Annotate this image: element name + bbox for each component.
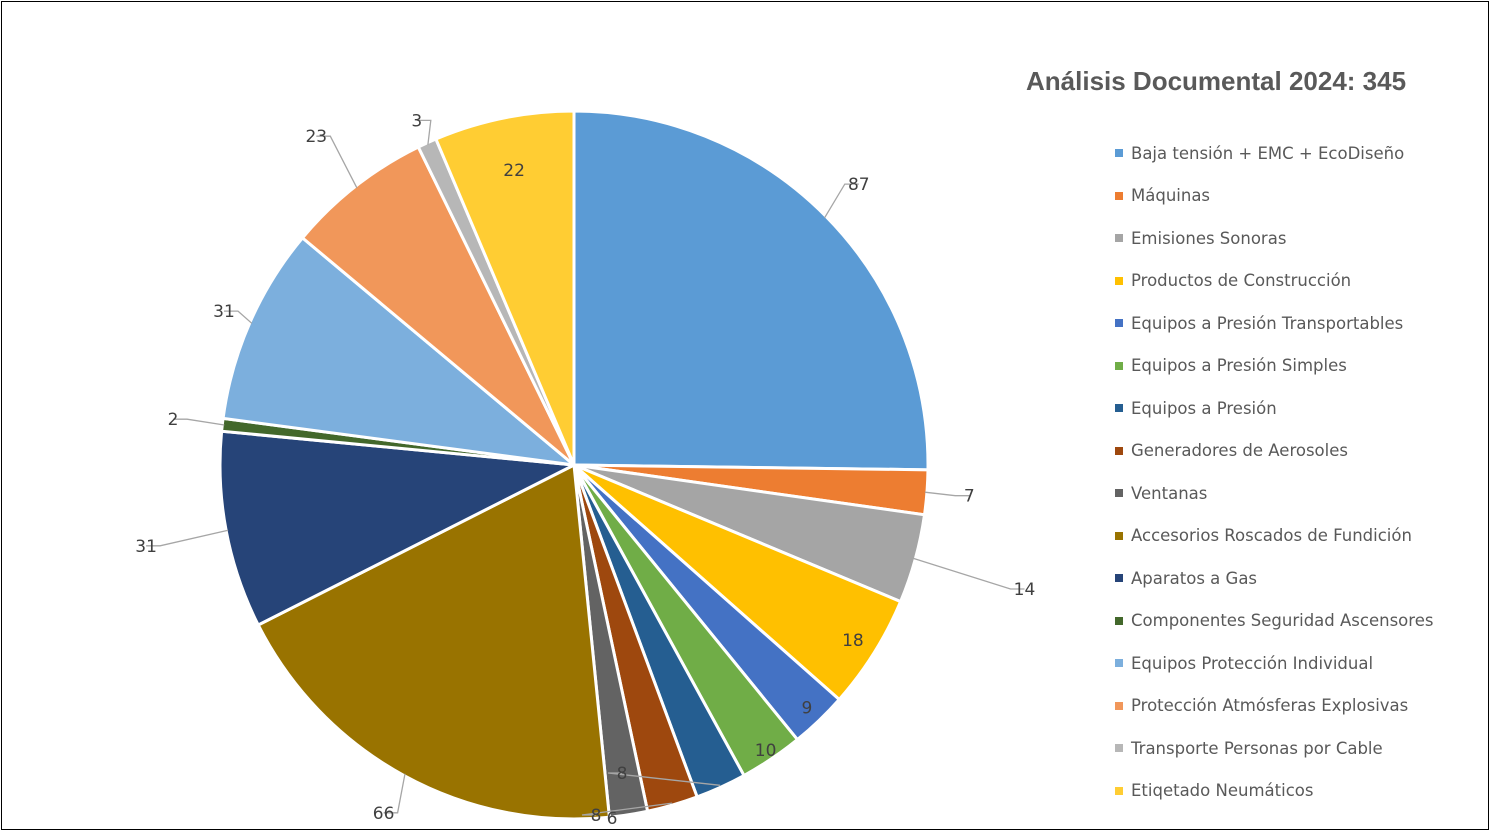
legend-item: Aparatos a Gas xyxy=(1115,557,1433,600)
data-label: 66 xyxy=(373,804,395,824)
legend-swatch xyxy=(1115,234,1123,243)
data-label: 8 xyxy=(617,764,628,784)
data-label: 31 xyxy=(135,537,157,557)
legend-item: Generadores de Aerosoles xyxy=(1115,430,1433,473)
data-label: 9 xyxy=(801,699,812,719)
data-label: 22 xyxy=(503,161,525,181)
leader-lines xyxy=(146,119,1025,816)
legend-label: Equipos a Presión Transportables xyxy=(1131,313,1404,333)
data-label: 7 xyxy=(964,487,975,507)
legend-item: Equipos a Presión xyxy=(1115,387,1433,430)
legend-label: Emisiones Sonoras xyxy=(1131,228,1287,248)
legend-item: Equipos a Presión Transportables xyxy=(1115,302,1433,345)
data-label: 31 xyxy=(213,302,235,322)
legend-item: Máquinas xyxy=(1115,175,1433,218)
leader-line xyxy=(146,529,229,547)
legend-item: Protección Atmósferas Explosivas xyxy=(1115,685,1433,728)
leader-line xyxy=(581,802,673,816)
legend-swatch xyxy=(1115,149,1123,158)
legend-item: Productos de Construcción xyxy=(1115,260,1433,303)
legend-swatch xyxy=(1115,744,1123,753)
legend-label: Máquinas xyxy=(1131,186,1211,206)
legend-label: Componentes Seguridad Ascensores xyxy=(1131,611,1434,631)
legend-item: Emisiones Sonoras xyxy=(1115,217,1433,260)
legend-swatch xyxy=(1115,276,1123,285)
legend-item: Equipos a Presión Simples xyxy=(1115,345,1433,388)
legend-label: Ventanas xyxy=(1131,483,1208,503)
leader-line xyxy=(913,557,1025,590)
pie-slices xyxy=(218,109,930,821)
legend-item: Etiqetado Neumáticos xyxy=(1115,770,1433,813)
legend-item: Equipos Protección Individual xyxy=(1115,642,1433,685)
legend-label: Accesorios Roscados de Fundición xyxy=(1131,526,1412,546)
legend-swatch xyxy=(1115,404,1123,413)
legend-label: Protección Atmósferas Explosivas xyxy=(1131,696,1409,716)
legend-swatch xyxy=(1115,659,1123,668)
legend-swatch xyxy=(1115,319,1123,328)
legend-swatch xyxy=(1115,786,1123,795)
legend-label: Equipos Protección Individual xyxy=(1131,653,1374,673)
leader-line xyxy=(383,773,406,814)
legend-swatch xyxy=(1115,531,1123,540)
legend-item: Ventanas xyxy=(1115,472,1433,515)
leader-line xyxy=(924,491,970,497)
legend-label: Etiqetado Neumáticos xyxy=(1131,781,1314,801)
data-label: 18 xyxy=(842,631,864,651)
chart-legend: Baja tensión + EMC + EcoDiseño Máquinas Em… xyxy=(1115,132,1433,812)
legend-label: Generadores de Aerosoles xyxy=(1131,441,1348,461)
legend-swatch xyxy=(1115,489,1123,498)
pie-slice xyxy=(572,109,930,472)
data-label: 23 xyxy=(305,127,327,147)
legend-label: Baja tensión + EMC + EcoDiseño xyxy=(1131,143,1405,163)
data-label: 6 xyxy=(607,809,618,829)
legend-swatch xyxy=(1115,616,1123,625)
legend-swatch xyxy=(1115,574,1123,583)
legend-label: Aparatos a Gas xyxy=(1131,568,1258,588)
data-label: 87 xyxy=(848,175,870,195)
data-label: 10 xyxy=(755,741,777,761)
legend-swatch xyxy=(1115,191,1123,200)
legend-label: Equipos a Presión xyxy=(1131,398,1277,418)
legend-label: Equipos a Presión Simples xyxy=(1131,356,1347,376)
pie-slice xyxy=(433,109,576,466)
legend-item: Baja tensión + EMC + EcoDiseño xyxy=(1115,132,1433,175)
data-label: 14 xyxy=(1014,580,1036,600)
data-label: 8 xyxy=(591,806,602,826)
chart-title: Análisis Documental 2024: 345 xyxy=(1026,66,1407,96)
leader-line xyxy=(316,135,358,189)
legend-swatch xyxy=(1115,361,1123,370)
legend-swatch xyxy=(1115,446,1123,455)
leader-line xyxy=(824,183,859,219)
legend-item: Accesorios Roscados de Fundición xyxy=(1115,515,1433,558)
leader-line xyxy=(224,310,253,324)
legend-label: Productos de Construcción xyxy=(1131,271,1352,291)
data-label: 2 xyxy=(168,410,179,430)
leader-line xyxy=(173,418,225,426)
legend-item: Componentes Seguridad Ascensores xyxy=(1115,600,1433,643)
legend-item: Transporte Personas por Cable xyxy=(1115,727,1433,770)
leader-line xyxy=(416,119,432,145)
legend-swatch xyxy=(1115,701,1123,710)
data-label: 3 xyxy=(411,111,422,131)
leader-line xyxy=(607,772,721,786)
legend-label: Transporte Personas por Cable xyxy=(1131,738,1383,758)
